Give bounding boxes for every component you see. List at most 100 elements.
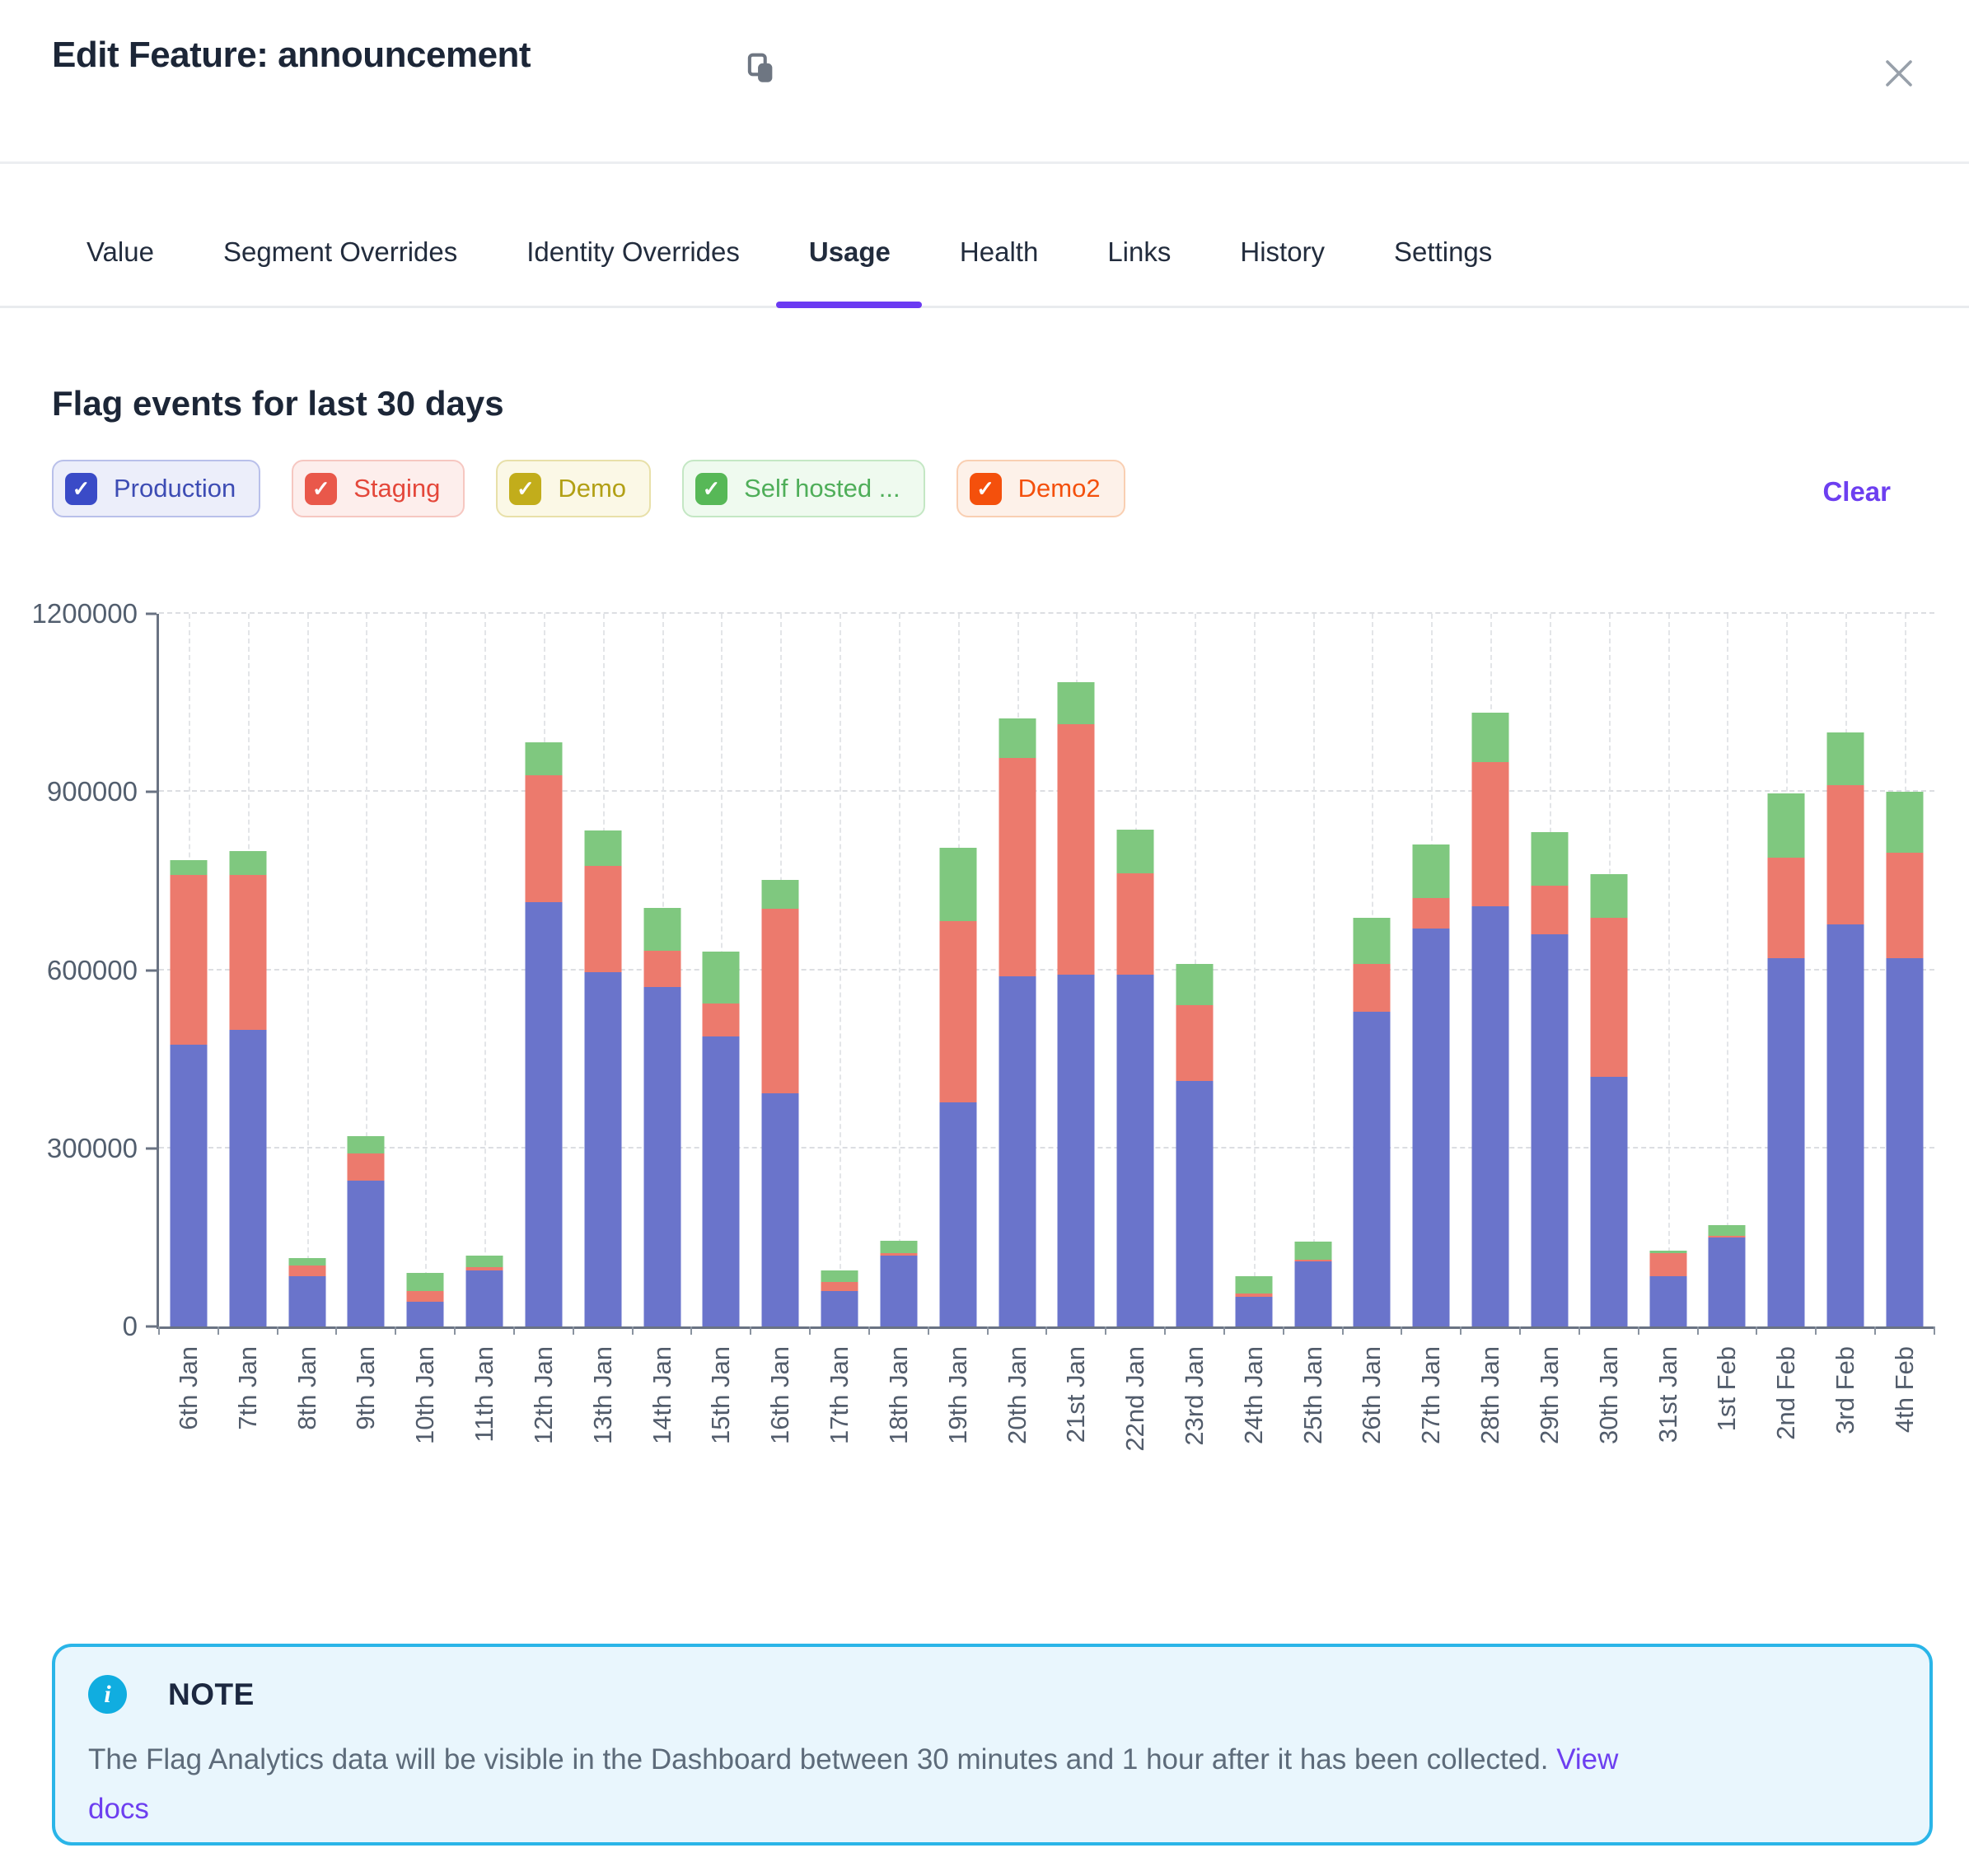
x-axis-tick: [868, 1326, 870, 1335]
y-gridline: [159, 612, 1934, 614]
env-chip-demo[interactable]: ✓ Demo: [496, 460, 652, 517]
x-axis-label: 7th Jan: [232, 1346, 262, 1430]
info-icon: i: [88, 1675, 127, 1714]
note-box: i NOTE The Flag Analytics data will be v…: [52, 1644, 1933, 1846]
header-divider: [0, 161, 1969, 164]
close-icon[interactable]: [1880, 54, 1918, 92]
x-axis-tick: [1933, 1326, 1935, 1335]
bar-segment-self-hosted: [999, 718, 1036, 759]
x-axis-label: 30th Jan: [1593, 1346, 1623, 1444]
tab-usage[interactable]: Usage: [775, 227, 923, 308]
env-chip-production[interactable]: ✓ Production: [52, 460, 261, 517]
tab-health[interactable]: Health: [959, 236, 1039, 267]
checkbox-checked-icon[interactable]: ✓: [969, 472, 1002, 505]
x-gridline: [1727, 614, 1729, 1326]
bar-segment-self-hosted: [1294, 1241, 1332, 1260]
env-chip-self-hosted[interactable]: ✓ Self hosted ...: [682, 460, 925, 517]
note-title: NOTE: [168, 1677, 255, 1711]
x-axis-label: 12th Jan: [528, 1346, 558, 1444]
x-axis-tick: [335, 1326, 338, 1335]
x-axis-label: 20th Jan: [1002, 1346, 1031, 1444]
x-axis-tick: [1341, 1326, 1344, 1335]
stacked-bar-24th-jan: [1235, 614, 1273, 1326]
x-axis-tick: [1401, 1326, 1403, 1335]
x-axis-label: 3rd Feb: [1831, 1346, 1860, 1434]
bar-segment-production: [1649, 1275, 1687, 1326]
bar-slot-26th-jan: 26th Jan: [1341, 614, 1402, 1444]
bar-segment-production: [1412, 929, 1450, 1326]
stacked-bar-21st-jan: [1057, 614, 1095, 1326]
bar-segment-production: [584, 972, 622, 1326]
x-axis-label: 18th Jan: [883, 1346, 913, 1444]
tab-identity-overrides[interactable]: Identity Overrides: [526, 236, 740, 267]
x-axis-tick: [158, 1326, 160, 1335]
bar-segment-production: [999, 975, 1036, 1326]
stacked-bar-26th-jan: [1353, 614, 1391, 1326]
x-axis-label: 13th Jan: [587, 1346, 617, 1444]
copy-icon[interactable]: [746, 51, 777, 87]
bar-slot-20th-jan: 20th Jan: [986, 614, 1047, 1444]
tab-settings[interactable]: Settings: [1394, 236, 1493, 267]
bar-segment-self-hosted: [1353, 918, 1391, 964]
bar-slot-9th-jan: 9th Jan: [335, 614, 395, 1430]
tab-value[interactable]: Value: [87, 236, 154, 267]
y-axis-tick: [146, 1147, 157, 1150]
checkbox-checked-icon[interactable]: ✓: [509, 472, 542, 505]
x-gridline: [1312, 614, 1315, 1326]
bar-segment-production: [170, 1044, 208, 1326]
bar-slot-24th-jan: 24th Jan: [1223, 614, 1284, 1444]
x-axis-tick: [690, 1326, 693, 1335]
bar-slot-12th-jan: 12th Jan: [512, 614, 573, 1444]
bar-segment-staging: [880, 1253, 918, 1256]
bar-segment-staging: [525, 775, 563, 902]
x-axis-label: 14th Jan: [647, 1346, 676, 1444]
checkbox-checked-icon[interactable]: ✓: [305, 472, 338, 505]
stacked-bar-6th-jan: [170, 614, 208, 1326]
bar-segment-self-hosted: [1116, 829, 1154, 874]
checkbox-checked-icon[interactable]: ✓: [65, 472, 97, 505]
view-docs-link[interactable]: View docs: [88, 1743, 1619, 1826]
bar-segment-self-hosted: [1471, 712, 1509, 763]
bar-segment-self-hosted: [702, 952, 740, 1003]
note-text: The Flag Analytics data will be visible …: [88, 1743, 1549, 1775]
bar-segment-self-hosted: [1176, 964, 1214, 1006]
tab-history[interactable]: History: [1240, 236, 1326, 267]
bar-segment-production: [465, 1270, 503, 1326]
x-axis-tick: [276, 1326, 278, 1335]
bar-slot-13th-jan: 13th Jan: [572, 614, 633, 1444]
x-axis-label: 25th Jan: [1298, 1346, 1327, 1444]
env-chip-label: Production: [114, 474, 236, 503]
clear-filters-link[interactable]: Clear: [1822, 476, 1891, 507]
stacked-bar-30th-jan: [1590, 614, 1628, 1326]
x-axis-label: 9th Jan: [351, 1346, 381, 1430]
x-axis-tick: [1223, 1326, 1225, 1335]
bar-segment-production: [1708, 1237, 1746, 1326]
tab-links[interactable]: Links: [1107, 236, 1172, 267]
env-chip-demo2[interactable]: ✓ Demo2: [956, 460, 1125, 517]
bar-segment-production: [347, 1181, 385, 1326]
bar-segment-production: [1116, 974, 1154, 1326]
x-gridline: [366, 614, 368, 1326]
bar-slots: 6th Jan 7th Jan 8th Jan 9th Jan 10th Jan 11th…: [158, 614, 1935, 1452]
env-chip-label: Demo2: [1017, 474, 1101, 503]
bar-segment-staging: [1767, 857, 1805, 959]
bar-slot-17th-jan: 17th Jan: [809, 614, 869, 1444]
bar-segment-staging: [1176, 1005, 1214, 1082]
stacked-bar-22nd-jan: [1116, 614, 1154, 1326]
x-axis-tick: [572, 1326, 574, 1335]
stacked-bar-31st-jan: [1649, 614, 1687, 1326]
x-axis-label: 29th Jan: [1534, 1346, 1564, 1444]
x-axis-tick: [217, 1326, 219, 1335]
env-chip-staging[interactable]: ✓ Staging: [292, 460, 465, 517]
bar-slot-2nd-feb: 2nd Feb: [1756, 614, 1816, 1440]
checkbox-checked-icon[interactable]: ✓: [695, 472, 728, 505]
bar-segment-self-hosted: [1886, 791, 1924, 853]
x-axis-label: 28th Jan: [1476, 1346, 1505, 1444]
bar-segment-staging: [1649, 1253, 1687, 1276]
bar-segment-production: [525, 901, 563, 1326]
bar-slot-18th-jan: 18th Jan: [868, 614, 928, 1444]
bar-segment-self-hosted: [525, 742, 563, 776]
tab-segment-overrides[interactable]: Segment Overrides: [222, 236, 458, 267]
env-chip-label: Staging: [353, 474, 441, 503]
x-axis-tick: [809, 1326, 811, 1335]
